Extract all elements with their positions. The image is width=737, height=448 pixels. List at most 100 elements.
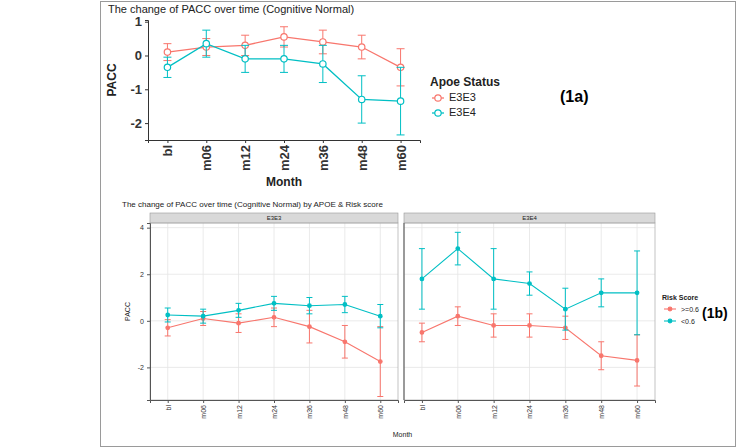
data-point (528, 324, 532, 328)
panel: bl m06 m12 m24 m36 m48 m60 -2 -1 0 1 (130, 14, 420, 171)
y-tick: -2 (130, 116, 148, 131)
data-point (308, 304, 312, 308)
y-axis-line (145, 21, 149, 141)
legend-label: <0.6 (681, 318, 695, 325)
data-point (378, 314, 382, 318)
x-tick: m60 (377, 400, 384, 419)
x-tick-label: bl (160, 145, 175, 157)
legend-key-point (435, 95, 441, 101)
legend-title: Risk Score (662, 294, 698, 301)
plot-marks (419, 232, 640, 386)
error-bar (377, 327, 383, 397)
facet-label: E3E4 (522, 215, 537, 221)
panel-tag: (1a) (560, 88, 588, 105)
error-bar (271, 296, 277, 310)
legend-label: >=0.6 (681, 306, 699, 313)
x-tick-mark (637, 400, 638, 403)
legend-label: E3E3 (449, 91, 476, 103)
grid-line (529, 223, 530, 400)
x-tick: m24 (277, 140, 292, 171)
y-tick-mark (147, 228, 150, 229)
x-tick: m12 (491, 400, 498, 419)
legend-key-point (668, 307, 672, 311)
data-point (320, 39, 326, 45)
panel-frame (404, 223, 655, 400)
x-tick-label: m12 (236, 405, 243, 419)
x-tick: m24 (526, 400, 533, 419)
x-axis-line (405, 401, 656, 404)
data-point (456, 247, 460, 251)
y-tick-label: 2 (140, 271, 144, 278)
facet-label: E3E3 (267, 215, 282, 221)
error-bar (491, 314, 497, 337)
x-tick: m36 (306, 400, 313, 419)
y-tick: 0 (140, 318, 150, 325)
panel-background (404, 223, 655, 400)
legend-title: Apoe Status (430, 75, 500, 89)
data-point (397, 98, 403, 104)
error-bar (358, 35, 366, 59)
error-bar (280, 45, 288, 72)
y-tick-mark (145, 22, 148, 23)
x-tick-mark (565, 400, 566, 403)
data-point (343, 340, 347, 344)
x-tick: m48 (598, 400, 605, 419)
y-axis-title: PACC (124, 302, 131, 321)
grid-line (601, 223, 602, 400)
error-bar (163, 57, 171, 77)
x-tick-label: m12 (491, 405, 498, 419)
x-axis: blm06m12m24m36m48m60 (405, 400, 656, 419)
error-bar (200, 309, 206, 323)
x-tick-label: bl (165, 405, 172, 411)
y-tick: -1 (130, 82, 148, 97)
plot-marks (163, 27, 404, 135)
error-bar (634, 335, 640, 386)
x-tick: m48 (342, 400, 349, 419)
x-tick: m12 (236, 400, 243, 419)
error-bar (165, 308, 171, 322)
y-tick-label: -2 (130, 116, 142, 131)
error-bar (358, 76, 366, 123)
data-point (272, 302, 276, 306)
x-tick-mark (309, 400, 310, 403)
x-tick-mark (168, 400, 169, 403)
data-point (378, 360, 382, 364)
legend-key-point (668, 319, 672, 323)
y-tick-label: 0 (135, 48, 142, 63)
legend-label: E3E4 (449, 106, 476, 118)
y-axis: -2 -1 0 1 (130, 14, 148, 140)
error-bar (455, 307, 461, 326)
x-tick-label: m60 (394, 145, 409, 171)
y-tick: 0 (135, 48, 148, 63)
x-axis-line (149, 141, 421, 144)
facet-strip (404, 213, 655, 223)
error-bar (527, 314, 533, 337)
data-point (359, 96, 365, 102)
x-tick: m06 (200, 400, 207, 419)
x-tick-label: m36 (316, 145, 331, 171)
x-tick-mark (167, 140, 168, 143)
data-point (635, 291, 639, 295)
y-axis-line (147, 224, 151, 401)
x-tick: m06 (199, 140, 214, 171)
y-tick-mark (147, 274, 150, 275)
figure: The change of PACC over time (Cognitive … (0, 0, 737, 448)
data-point (320, 61, 326, 67)
x-axis-title: Month (393, 431, 413, 438)
x-tick: m24 (271, 400, 278, 419)
x-tick: m12 (238, 140, 253, 171)
panel-frame (150, 223, 398, 400)
y-tick: 4 (140, 224, 150, 231)
data-point (599, 291, 603, 295)
data-point (237, 309, 241, 313)
y-tick-mark (147, 321, 150, 322)
x-axis: bl m06 m12 m24 m36 m48 m60 (151, 400, 399, 419)
error-bar (319, 45, 327, 82)
error-bar (455, 232, 461, 265)
x-tick-mark (203, 400, 204, 403)
y-tick-label: 1 (135, 14, 142, 29)
error-bar (419, 323, 425, 342)
x-tick: m48 (355, 140, 370, 171)
x-tick-mark (362, 140, 363, 143)
panel-tag: (1b) (702, 305, 728, 321)
